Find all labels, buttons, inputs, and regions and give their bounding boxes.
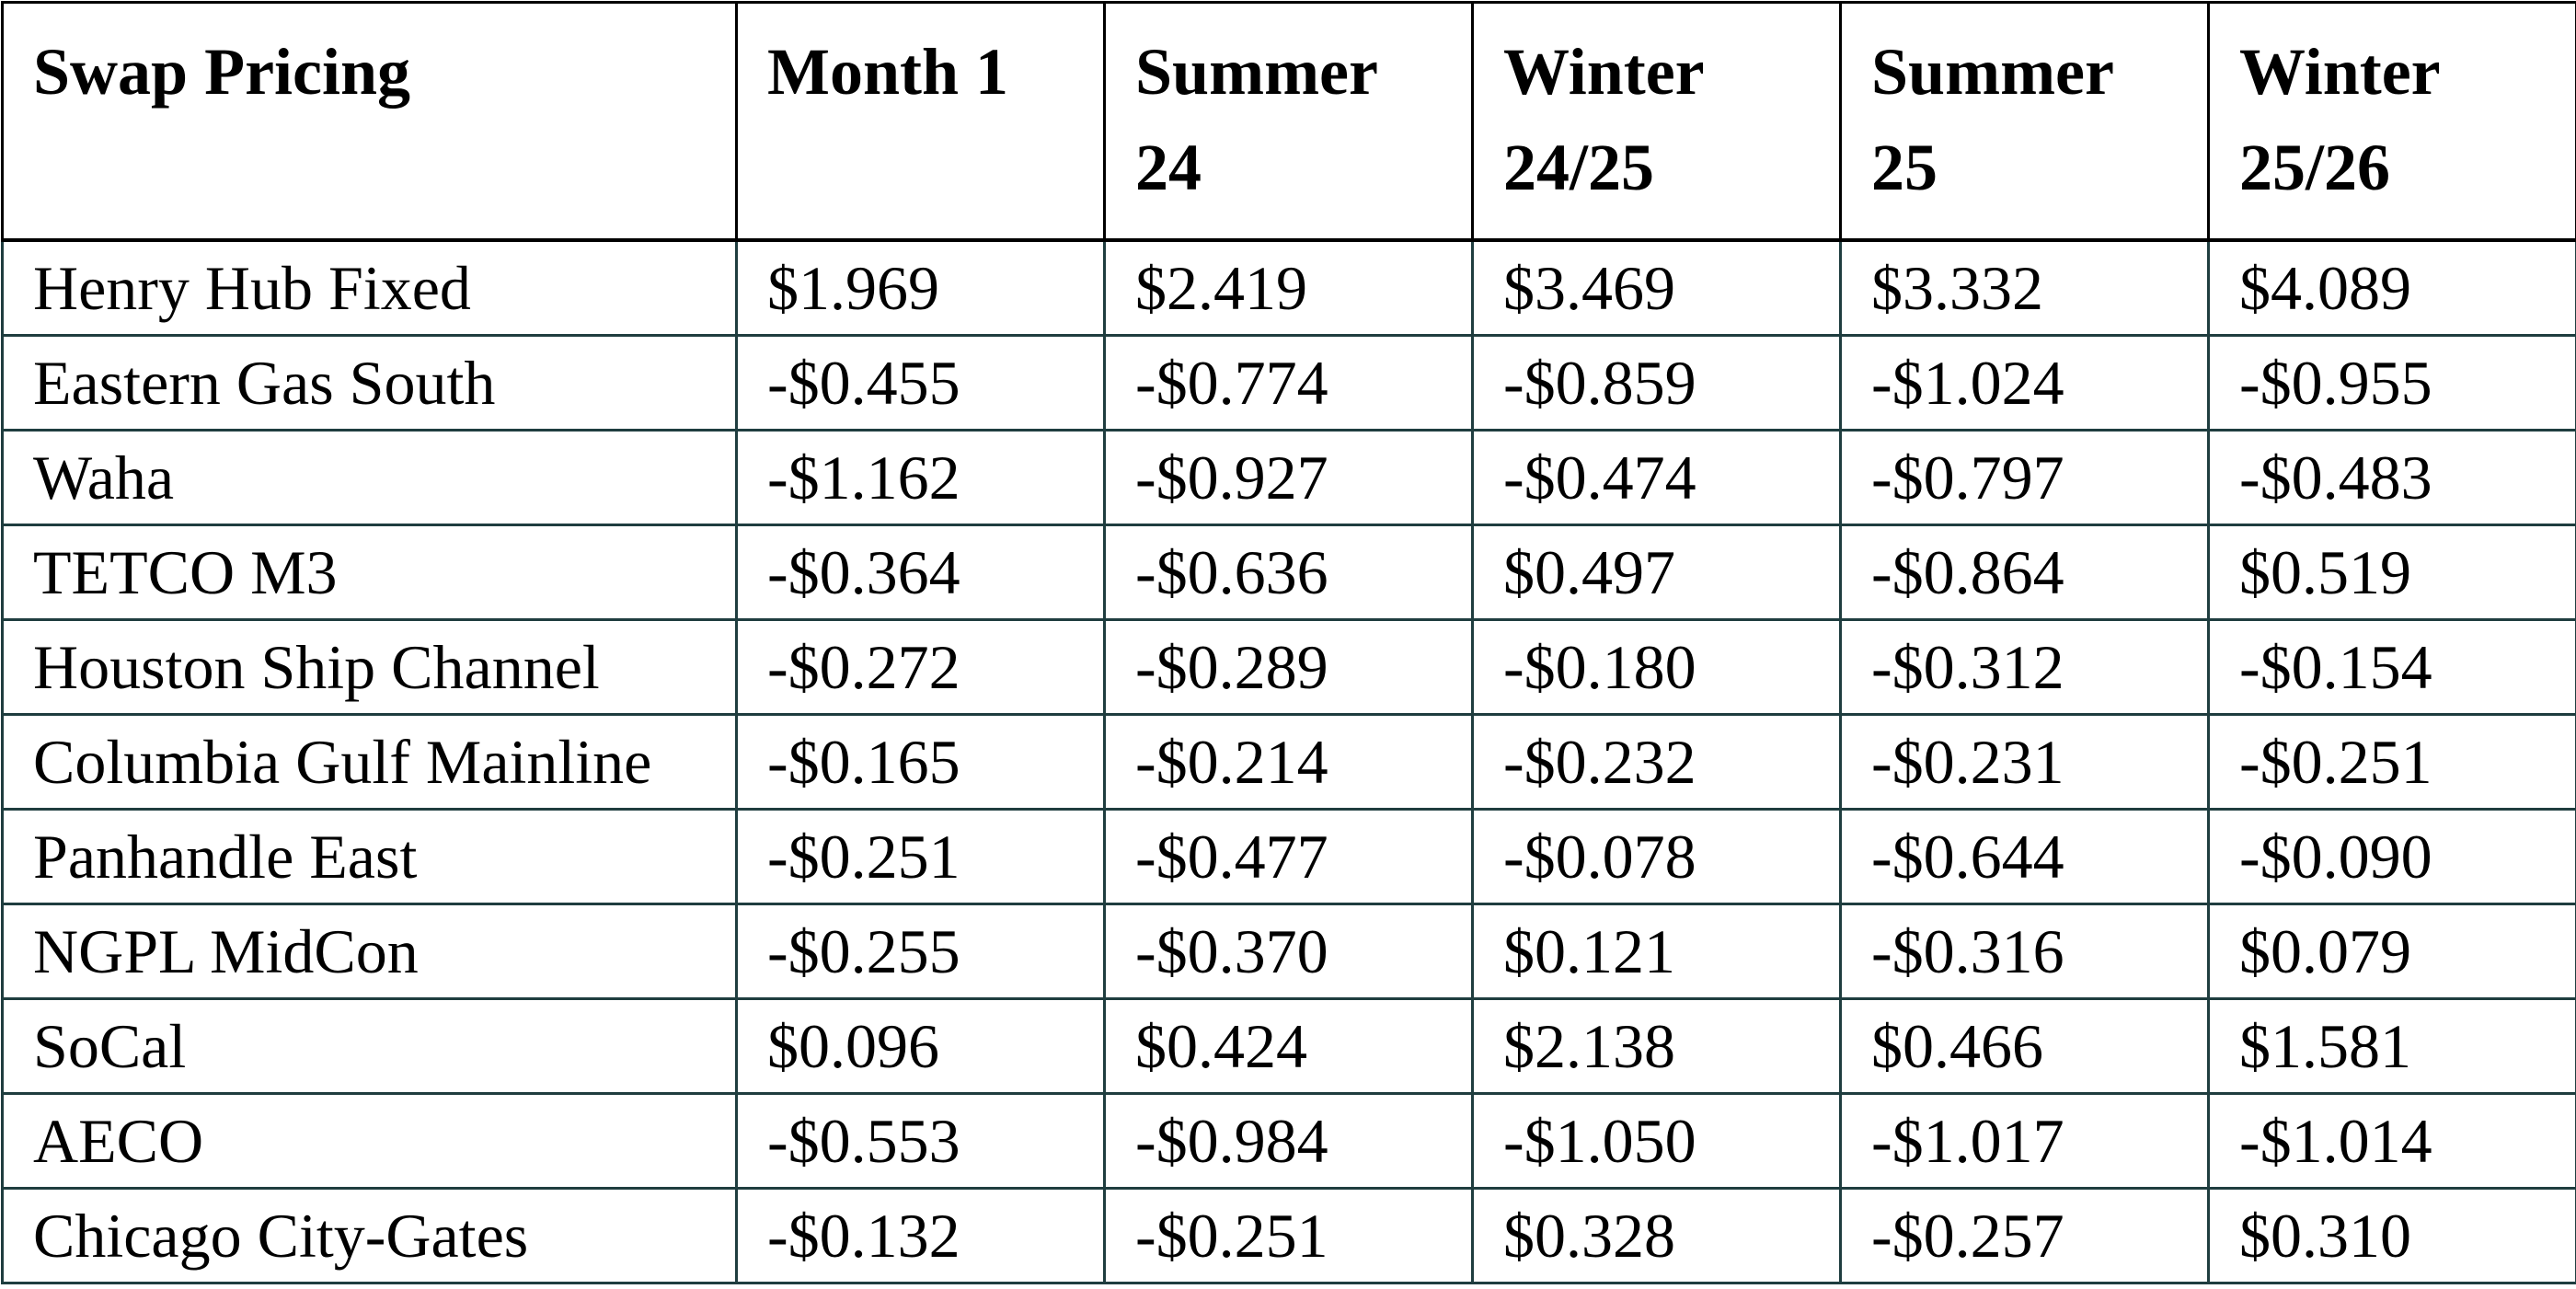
price-cell: -$0.364 xyxy=(737,524,1105,619)
table-row: Columbia Gulf Mainline-$0.165-$0.214-$0.… xyxy=(3,714,2576,809)
price-cell: -$0.251 xyxy=(737,809,1105,903)
header-cell: Swap Pricing xyxy=(3,3,737,240)
price-cell: -$1.050 xyxy=(1473,1093,1841,1188)
price-cell: -$0.644 xyxy=(1841,809,2209,903)
table-row: NGPL MidCon-$0.255-$0.370$0.121-$0.316$0… xyxy=(3,903,2576,998)
row-label: Waha xyxy=(3,430,737,524)
price-cell: -$1.024 xyxy=(1841,335,2209,430)
price-cell: $3.469 xyxy=(1473,240,1841,336)
price-cell: -$0.214 xyxy=(1105,714,1473,809)
price-cell: -$1.017 xyxy=(1841,1093,2209,1188)
price-cell: $2.419 xyxy=(1105,240,1473,336)
price-cell: -$0.090 xyxy=(2209,809,2576,903)
price-cell: $0.519 xyxy=(2209,524,2576,619)
price-cell: -$0.864 xyxy=(1841,524,2209,619)
price-cell: -$0.474 xyxy=(1473,430,1841,524)
price-cell: -$0.316 xyxy=(1841,903,2209,998)
header-cell: Winter 24/25 xyxy=(1473,3,1841,240)
table-row: SoCal$0.096$0.424$2.138$0.466$1.581 xyxy=(3,998,2576,1093)
row-label: Panhandle East xyxy=(3,809,737,903)
header-text: Summer 24 xyxy=(1135,24,1411,215)
table-row: Waha-$1.162-$0.927-$0.474-$0.797-$0.483 xyxy=(3,430,2576,524)
price-cell: $0.096 xyxy=(737,998,1105,1093)
price-cell: -$0.636 xyxy=(1105,524,1473,619)
table-row: Houston Ship Channel-$0.272-$0.289-$0.18… xyxy=(3,619,2576,714)
price-cell: $2.138 xyxy=(1473,998,1841,1093)
price-cell: $4.089 xyxy=(2209,240,2576,336)
header-text: Winter 25/26 xyxy=(2239,24,2515,215)
price-cell: -$0.255 xyxy=(737,903,1105,998)
price-cell: -$0.955 xyxy=(2209,335,2576,430)
price-cell: -$0.132 xyxy=(737,1188,1105,1283)
row-label: Houston Ship Channel xyxy=(3,619,737,714)
price-cell: $0.497 xyxy=(1473,524,1841,619)
table-body: Henry Hub Fixed$1.969$2.419$3.469$3.332$… xyxy=(3,240,2576,1283)
price-cell: $0.079 xyxy=(2209,903,2576,998)
price-cell: -$0.927 xyxy=(1105,430,1473,524)
price-cell: -$0.251 xyxy=(1105,1188,1473,1283)
row-label: Henry Hub Fixed xyxy=(3,240,737,336)
row-label: AECO xyxy=(3,1093,737,1188)
header-text: Summer 25 xyxy=(1871,24,2147,215)
row-label: NGPL MidCon xyxy=(3,903,737,998)
price-cell: -$0.180 xyxy=(1473,619,1841,714)
row-label: SoCal xyxy=(3,998,737,1093)
price-cell: -$0.251 xyxy=(2209,714,2576,809)
price-cell: $0.424 xyxy=(1105,998,1473,1093)
price-cell: -$0.370 xyxy=(1105,903,1473,998)
price-cell: -$0.312 xyxy=(1841,619,2209,714)
table-row: Eastern Gas South-$0.455-$0.774-$0.859-$… xyxy=(3,335,2576,430)
row-label: Eastern Gas South xyxy=(3,335,737,430)
price-cell: -$0.477 xyxy=(1105,809,1473,903)
price-cell: -$0.859 xyxy=(1473,335,1841,430)
header-row: Swap Pricing Month 1 Summer 24 Winter 24/25… xyxy=(3,3,2576,240)
header-text: Swap Pricing xyxy=(33,24,735,120)
header-cell: Winter 25/26 xyxy=(2209,3,2576,240)
price-cell: -$0.272 xyxy=(737,619,1105,714)
header-cell: Month 1 xyxy=(737,3,1105,240)
price-cell: $1.969 xyxy=(737,240,1105,336)
row-label: Columbia Gulf Mainline xyxy=(3,714,737,809)
price-cell: -$0.257 xyxy=(1841,1188,2209,1283)
price-cell: -$0.231 xyxy=(1841,714,2209,809)
table-row: AECO-$0.553-$0.984-$1.050-$1.017-$1.014 xyxy=(3,1093,2576,1188)
table-head: Swap Pricing Month 1 Summer 24 Winter 24/25… xyxy=(3,3,2576,240)
price-cell: -$0.289 xyxy=(1105,619,1473,714)
header-cell: Summer 24 xyxy=(1105,3,1473,240)
price-cell: $0.328 xyxy=(1473,1188,1841,1283)
row-label: Chicago City-Gates xyxy=(3,1188,737,1283)
price-cell: $3.332 xyxy=(1841,240,2209,336)
price-cell: -$0.165 xyxy=(737,714,1105,809)
price-cell: -$0.455 xyxy=(737,335,1105,430)
price-cell: $1.581 xyxy=(2209,998,2576,1093)
table-row: Henry Hub Fixed$1.969$2.419$3.469$3.332$… xyxy=(3,240,2576,336)
price-cell: $0.466 xyxy=(1841,998,2209,1093)
price-cell: $0.310 xyxy=(2209,1188,2576,1283)
price-cell: -$0.154 xyxy=(2209,619,2576,714)
price-cell: -$0.483 xyxy=(2209,430,2576,524)
price-cell: -$1.014 xyxy=(2209,1093,2576,1188)
price-cell: -$1.162 xyxy=(737,430,1105,524)
price-cell: -$0.774 xyxy=(1105,335,1473,430)
header-text: Month 1 xyxy=(767,24,1103,120)
header-cell: Summer 25 xyxy=(1841,3,2209,240)
price-cell: -$0.553 xyxy=(737,1093,1105,1188)
row-label: TETCO M3 xyxy=(3,524,737,619)
header-text: Winter 24/25 xyxy=(1503,24,1779,215)
price-cell: -$0.078 xyxy=(1473,809,1841,903)
table-row: Chicago City-Gates-$0.132-$0.251$0.328-$… xyxy=(3,1188,2576,1283)
table-row: Panhandle East-$0.251-$0.477-$0.078-$0.6… xyxy=(3,809,2576,903)
price-cell: $0.121 xyxy=(1473,903,1841,998)
price-cell: -$0.984 xyxy=(1105,1093,1473,1188)
price-cell: -$0.232 xyxy=(1473,714,1841,809)
price-cell: -$0.797 xyxy=(1841,430,2209,524)
table-row: TETCO M3-$0.364-$0.636$0.497-$0.864$0.51… xyxy=(3,524,2576,619)
